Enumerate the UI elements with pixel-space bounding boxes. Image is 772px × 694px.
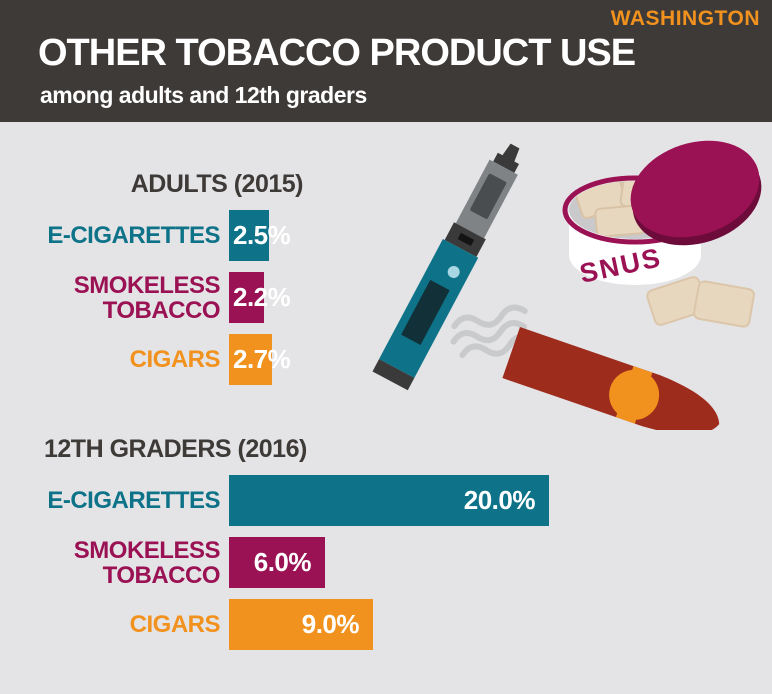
page-title: OTHER TOBACCO PRODUCT USE (38, 32, 636, 74)
bar-row-graders-ecigarettes: E-CIGARETTES 20.0% (0, 475, 772, 526)
header-band: WASHINGTON OTHER TOBACCO PRODUCT USE amo… (0, 0, 772, 122)
region-label: WASHINGTON (610, 7, 760, 30)
pouches-outside-icon (646, 276, 755, 328)
category-label-smokeless: SMOKELESS TOBACCO (73, 271, 221, 324)
bar-value-adults-ecigarettes: 2.5% (233, 220, 291, 250)
cigar-illustration (450, 304, 720, 430)
vape-slot-icon (457, 232, 475, 246)
bar-value-graders-cigars: 9.0% (301, 609, 360, 639)
vape-screen-icon (401, 279, 450, 345)
graders-section-title: 12TH GRADERS (2016) (44, 435, 307, 463)
category-label-ecigarettes: E-CIGARETTES (47, 487, 220, 514)
bar-adults-ecigarettes: 2.5% (229, 210, 291, 261)
page-subtitle: among adults and 12th graders (40, 82, 367, 108)
bar-value-adults-cigars: 2.7% (233, 344, 291, 374)
bar-row-graders-smokeless: SMOKELESS TOBACCO 6.0% (0, 537, 772, 588)
cigar-band-medallion-icon (609, 369, 660, 420)
bar-graders-smokeless: 6.0% (229, 537, 325, 588)
vape-bottom-cap-icon (372, 359, 415, 391)
bar-adults-cigars: 2.7% (229, 334, 291, 385)
vape-tank-window-icon (470, 173, 507, 219)
category-label-ecigarettes: E-CIGARETTES (47, 222, 220, 249)
bar-value-graders-smokeless: 6.0% (253, 547, 312, 577)
vape-button-icon (447, 265, 460, 278)
adults-section-title: ADULTS (2015) (130, 170, 304, 198)
bar-row-adults-smokeless: SMOKELESS TOBACCO 2.2% (0, 272, 772, 323)
vape-collar-icon (493, 152, 520, 173)
bar-adults-smokeless: 2.2% (229, 272, 291, 323)
category-label-cigars: CIGARS (129, 346, 221, 373)
vape-pen-illustration (372, 143, 520, 391)
cigar-body-icon (502, 327, 720, 430)
bar-graders-cigars: 9.0% (229, 599, 373, 650)
bar-row-adults-ecigarettes: E-CIGARETTES 2.5% (0, 210, 772, 261)
bar-value-adults-smokeless: 2.2% (233, 282, 291, 312)
bar-graders-ecigarettes: 20.0% (229, 475, 549, 526)
bar-row-adults-cigars: CIGARS 2.7% (0, 334, 772, 385)
category-label-cigars: CIGARS (129, 611, 221, 638)
category-label-smokeless: SMOKELESS TOBACCO (73, 536, 221, 589)
bar-row-graders-cigars: CIGARS 9.0% (0, 599, 772, 650)
snus-tin-illustration: SNUS (562, 140, 762, 328)
lid-top-icon (630, 140, 760, 238)
bar-value-graders-ecigarettes: 20.0% (463, 485, 536, 515)
